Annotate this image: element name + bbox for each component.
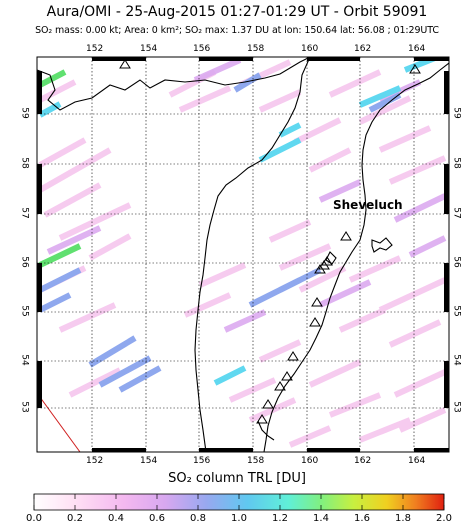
top-lon-tick: 152	[86, 44, 104, 54]
top-lon-tick: 154	[140, 44, 158, 54]
colorbar-tick: 1.6	[354, 513, 370, 524]
right-lat-tick: 54	[451, 354, 462, 366]
frame-ticks	[37, 57, 449, 452]
volcano-markers	[119, 59, 421, 424]
colorbar	[33, 493, 445, 511]
bottom-lon-tick: 160	[301, 456, 319, 466]
top-lon-tick: 162	[354, 44, 372, 54]
right-lat-tick: 57	[451, 207, 462, 219]
bottom-lon-tick: 154	[140, 456, 158, 466]
colorbar-tick: 1.2	[272, 513, 288, 524]
bottom-lon-tick: 162	[354, 456, 372, 466]
bottom-lon-tick: 152	[86, 456, 104, 466]
colorbar-tick: 0.2	[67, 513, 83, 524]
colorbar-tick: 0.8	[190, 513, 206, 524]
right-lat-tick: 53	[451, 401, 462, 413]
left-lat-tick: 58	[19, 157, 30, 169]
colorbar-tick: 0.6	[149, 513, 165, 524]
colorbar-tick: 1.8	[395, 513, 411, 524]
top-lon-tick: 164	[408, 44, 426, 54]
left-lat-tick: 54	[19, 354, 30, 366]
map-subtitle: SO₂ mass: 0.00 kt; Area: 0 km²; SO₂ max:…	[35, 25, 439, 36]
bottom-lon-tick: 156	[193, 456, 211, 466]
colorbar-tick: 0.4	[108, 513, 124, 524]
volcano-label: Sheveluch	[333, 198, 403, 212]
top-lon-tick: 160	[301, 44, 319, 54]
bottom-lon-tick: 158	[247, 456, 265, 466]
colorbar-label: SO₂ column TRL [DU]	[168, 471, 306, 486]
left-lat-tick: 55	[19, 305, 30, 317]
right-lat-tick: 58	[451, 157, 462, 169]
right-lat-tick: 56	[451, 256, 462, 268]
right-lat-tick: 55	[451, 305, 462, 317]
volcano-triangle-sheveluch	[340, 231, 352, 241]
left-lat-tick: 56	[19, 256, 30, 268]
bottom-lon-tick: 164	[408, 456, 426, 466]
so2-swaths	[37, 57, 449, 452]
grid-lines	[37, 57, 449, 452]
left-lat-tick: 53	[19, 401, 30, 413]
left-lat-tick: 57	[19, 207, 30, 219]
top-lon-tick: 158	[247, 44, 265, 54]
left-lat-tick: 59	[19, 107, 30, 119]
top-lon-tick: 156	[193, 44, 211, 54]
colorbar-tick: 2.0	[436, 513, 452, 524]
colorbar-tick: 0.0	[26, 513, 42, 524]
map-title: Aura/OMI - 25-Aug-2015 01:27-01:29 UT - …	[46, 4, 428, 20]
right-lat-tick: 59	[451, 107, 462, 119]
colorbar-tick: 1.0	[231, 513, 247, 524]
colorbar-tick: 1.4	[313, 513, 329, 524]
